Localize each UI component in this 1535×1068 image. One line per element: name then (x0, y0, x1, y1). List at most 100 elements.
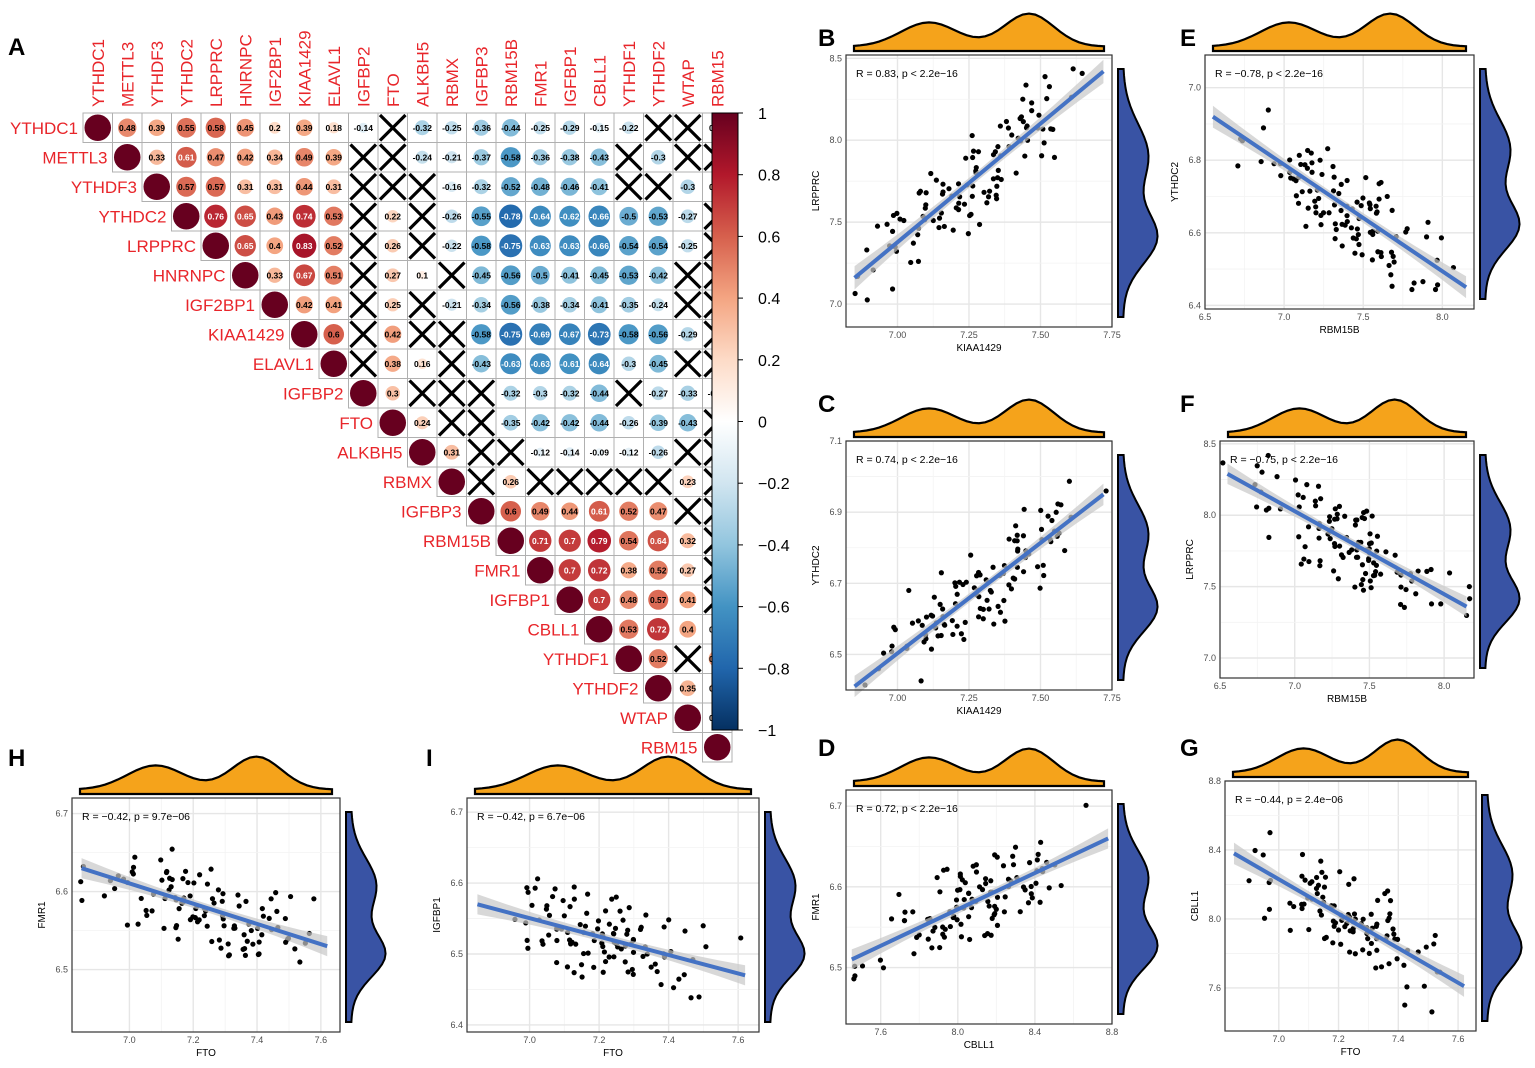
correlation-circle (561, 149, 578, 166)
correlation-value: 0.72 (591, 565, 608, 575)
correlation-value: -0.22 (619, 123, 639, 133)
data-point (620, 917, 626, 923)
diagonal-circle (703, 733, 731, 761)
correlation-circle (500, 294, 521, 315)
data-point (1307, 188, 1313, 194)
plot-area (1220, 441, 1474, 678)
data-point (1331, 540, 1338, 547)
correlation-value: -0.32 (413, 123, 433, 133)
x-tick-label: 7.6 (1452, 1034, 1465, 1044)
correlation-value: -0.24 (649, 300, 669, 310)
data-point (1424, 568, 1430, 574)
row-label: METTL3 (42, 148, 107, 167)
data-point (1368, 911, 1374, 917)
data-point (192, 915, 198, 921)
correlation-circle (295, 119, 313, 137)
correlation-value: 0.35 (679, 683, 696, 693)
correlation-value: 0.49 (296, 152, 313, 162)
insignificant-cross (673, 644, 702, 673)
panel-label: G (1180, 735, 1199, 762)
row-label: YTHDC1 (10, 119, 78, 138)
y-tick-label: 7.5 (1203, 582, 1216, 592)
data-point (1034, 564, 1041, 570)
diagonal-circle (497, 527, 525, 555)
data-point (1299, 189, 1305, 195)
correlation-circle (323, 323, 345, 345)
data-point (1083, 802, 1089, 808)
x-tick-label: 7.0 (523, 1035, 536, 1045)
panel-label: C (818, 391, 835, 418)
y-tick-label: 6.9 (829, 507, 842, 517)
correlation-circle (418, 271, 427, 280)
data-point (991, 621, 997, 627)
correlation-circle (118, 118, 137, 137)
data-point (524, 885, 530, 891)
data-point (1318, 912, 1325, 918)
data-point (1058, 882, 1064, 889)
data-point (1278, 173, 1284, 179)
data-point (1392, 552, 1398, 558)
diagonal-circle (231, 261, 259, 289)
data-point (1402, 1002, 1408, 1008)
correlation-value: -0.41 (560, 270, 580, 280)
correlation-circle (503, 474, 518, 489)
data-point (1360, 587, 1367, 593)
correlation-value: -0.78 (501, 211, 521, 221)
data-point (1382, 890, 1388, 897)
data-point (1370, 573, 1377, 579)
data-point (1362, 570, 1369, 577)
correlation-value: 0.61 (178, 152, 195, 162)
marginal-density-top (852, 747, 1106, 788)
correlation-circle (529, 353, 551, 375)
data-point (1376, 196, 1382, 202)
data-point (1378, 179, 1384, 186)
data-point (1041, 572, 1047, 579)
data-point (625, 969, 631, 975)
data-point (955, 207, 962, 213)
data-point (1292, 477, 1299, 483)
x-tick-label: 7.0 (1278, 312, 1291, 322)
correlation-value: -0.25 (531, 123, 551, 133)
correlation-circle (561, 414, 579, 432)
x-tick-label: 7.50 (1032, 693, 1050, 703)
correlation-circle (499, 204, 523, 228)
correlation-value: -0.38 (531, 300, 551, 310)
data-point (908, 259, 914, 266)
correlation-circle (562, 385, 578, 401)
column-label: RBM15B (502, 39, 521, 107)
correlation-circle (324, 236, 344, 256)
data-point (1010, 575, 1016, 581)
data-point (211, 900, 217, 906)
data-point (1346, 881, 1352, 887)
correlation-circle (558, 559, 581, 582)
data-point (953, 897, 960, 903)
correlation-value: 0.33 (148, 152, 165, 162)
correlation-circle (205, 117, 226, 138)
data-point (260, 913, 266, 919)
data-point (221, 923, 227, 929)
data-point (1299, 873, 1305, 879)
data-point (1036, 112, 1042, 118)
column-label: IGFBP3 (472, 47, 491, 107)
correlation-value: -0.33 (678, 388, 698, 398)
data-point (1260, 125, 1267, 131)
correlation-value: -0.62 (560, 211, 580, 221)
x-tick-label: 8.4 (1029, 1027, 1042, 1037)
data-point (1351, 911, 1358, 917)
row-label: YTHDF1 (543, 650, 609, 669)
data-point (954, 623, 960, 629)
data-point (1316, 195, 1322, 202)
marginal-density-top (1226, 398, 1468, 439)
correlation-circle (444, 209, 459, 224)
correlation-circle (587, 528, 612, 553)
data-point (648, 964, 654, 970)
data-point (1438, 601, 1444, 607)
correlation-value: 0.41 (679, 595, 696, 605)
correlation-circle (445, 239, 458, 252)
correlation-circle (535, 447, 545, 457)
correlation-circle (444, 444, 460, 460)
data-point (1322, 874, 1329, 880)
data-point (242, 952, 249, 958)
correlation-circle (385, 238, 400, 253)
correlation-circle (650, 149, 666, 165)
